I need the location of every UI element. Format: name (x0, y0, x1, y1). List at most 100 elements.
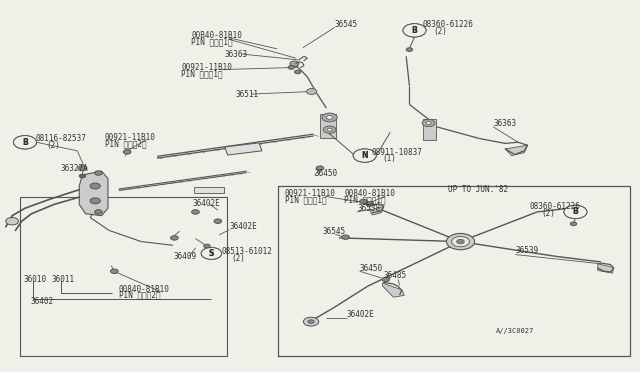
Text: PIN ピン（1）: PIN ピン（1） (191, 38, 232, 47)
Text: 36011: 36011 (52, 275, 75, 284)
Text: 36363: 36363 (224, 49, 247, 58)
Text: B: B (573, 208, 579, 217)
Circle shape (307, 89, 317, 94)
Circle shape (171, 235, 178, 240)
Text: (2): (2) (47, 141, 61, 150)
Circle shape (457, 239, 465, 244)
Circle shape (214, 219, 221, 224)
Circle shape (6, 218, 19, 225)
Circle shape (353, 149, 376, 162)
Circle shape (452, 236, 469, 247)
Circle shape (303, 317, 319, 326)
Text: (1): (1) (382, 154, 396, 163)
Polygon shape (79, 171, 108, 216)
Text: 08911-10837: 08911-10837 (371, 148, 422, 157)
Circle shape (360, 199, 367, 204)
Text: N: N (362, 151, 368, 160)
Text: PIN ピン（1）: PIN ピン（1） (344, 195, 386, 204)
Circle shape (90, 183, 100, 189)
Polygon shape (383, 283, 404, 297)
Text: 36010: 36010 (23, 275, 46, 284)
Circle shape (191, 210, 199, 214)
Text: 36409: 36409 (173, 252, 196, 261)
Text: PIN ピン（1）: PIN ピン（1） (181, 69, 223, 78)
Circle shape (564, 205, 587, 219)
Text: 36545: 36545 (323, 227, 346, 236)
Text: 00B40-81B10: 00B40-81B10 (191, 31, 242, 41)
Text: 36539: 36539 (515, 246, 538, 255)
Circle shape (90, 198, 100, 204)
Text: PIN ピン（2）: PIN ピン（2） (105, 139, 147, 148)
Circle shape (288, 65, 294, 69)
Circle shape (13, 136, 36, 149)
Circle shape (201, 247, 221, 259)
Text: B: B (412, 26, 417, 35)
Text: (2): (2) (434, 26, 447, 36)
Circle shape (570, 222, 577, 226)
Circle shape (111, 269, 118, 273)
Circle shape (382, 277, 390, 282)
Text: 36511: 36511 (236, 90, 259, 99)
Text: 00840-81B10: 00840-81B10 (344, 189, 395, 198)
Text: B: B (412, 26, 417, 35)
Text: 36327A: 36327A (60, 164, 88, 173)
Circle shape (322, 113, 337, 122)
Text: B: B (573, 208, 579, 217)
Text: (2): (2) (541, 209, 555, 218)
Text: N: N (362, 151, 368, 160)
Circle shape (353, 149, 376, 162)
Circle shape (366, 202, 374, 206)
Circle shape (403, 24, 426, 37)
Bar (225, 143, 262, 155)
Circle shape (294, 70, 301, 74)
Circle shape (406, 48, 413, 51)
Text: 08116-82537: 08116-82537 (36, 134, 86, 143)
Bar (193, 187, 224, 193)
Text: 36450: 36450 (315, 169, 338, 177)
Circle shape (124, 150, 131, 154)
Text: S: S (209, 249, 214, 258)
Text: 36363: 36363 (493, 119, 516, 128)
Circle shape (290, 61, 299, 66)
Circle shape (201, 247, 221, 259)
Text: 36545: 36545 (335, 20, 358, 29)
Text: (2): (2) (232, 254, 246, 263)
Circle shape (403, 24, 426, 37)
Text: PIN ピン（2）: PIN ピン（2） (119, 291, 161, 300)
Text: 08360-61226: 08360-61226 (529, 202, 580, 211)
Circle shape (316, 166, 324, 170)
Polygon shape (598, 264, 614, 273)
Text: 00921-11B10: 00921-11B10 (285, 189, 336, 198)
Circle shape (95, 210, 102, 214)
Circle shape (326, 116, 333, 119)
Bar (424, 119, 436, 140)
Text: 36450: 36450 (360, 264, 383, 273)
Text: 36485: 36485 (384, 271, 407, 280)
Circle shape (422, 119, 435, 127)
Circle shape (308, 320, 314, 324)
Text: 08360-61226: 08360-61226 (422, 20, 473, 29)
Circle shape (323, 126, 336, 134)
Text: 00840-81B10: 00840-81B10 (119, 285, 170, 294)
Text: B: B (22, 138, 28, 147)
Text: PIN ピン（1）: PIN ピン（1） (285, 195, 326, 204)
Circle shape (342, 235, 349, 239)
Text: UP TO JUN.'82: UP TO JUN.'82 (448, 185, 508, 194)
Text: B: B (22, 138, 28, 147)
Text: 36402: 36402 (31, 297, 54, 306)
Text: S: S (209, 249, 214, 258)
Text: 08513-61012: 08513-61012 (221, 247, 272, 256)
Circle shape (564, 205, 587, 219)
Circle shape (79, 174, 86, 178)
Text: 36402E: 36402E (193, 199, 221, 208)
Circle shape (204, 244, 210, 248)
Circle shape (78, 166, 87, 171)
Text: A//3C0027: A//3C0027 (496, 327, 534, 334)
Text: 00921-11B10: 00921-11B10 (181, 63, 232, 72)
Circle shape (447, 234, 474, 250)
Text: 00921-11B10: 00921-11B10 (105, 132, 156, 142)
Circle shape (95, 171, 102, 175)
Polygon shape (370, 206, 384, 215)
Polygon shape (505, 145, 527, 155)
Circle shape (13, 136, 36, 149)
